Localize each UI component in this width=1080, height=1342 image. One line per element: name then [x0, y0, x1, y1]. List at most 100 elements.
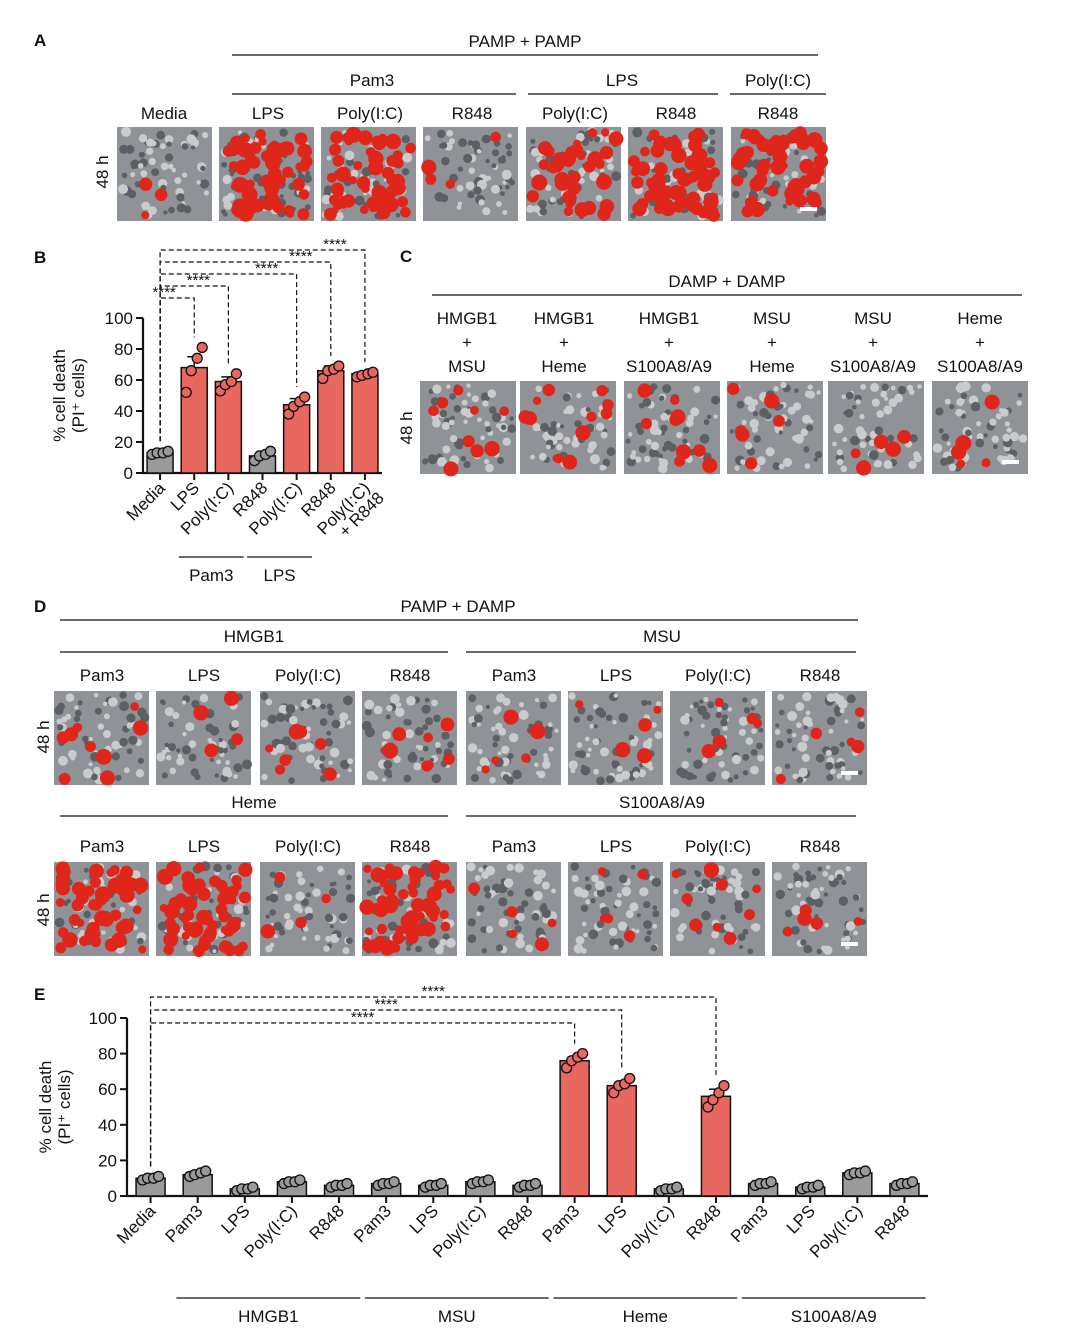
- group-label: LPS: [264, 566, 296, 585]
- panel-c-col6-bottom: S100A8/A9: [937, 357, 1023, 376]
- cell: [663, 440, 673, 450]
- cell: [697, 886, 704, 892]
- dead-cell: [453, 385, 464, 396]
- panel-d-row1-label-5: Pam3: [492, 666, 536, 685]
- dead-cell: [411, 898, 426, 913]
- cell: [186, 134, 197, 145]
- cell: [821, 945, 827, 951]
- dead-cell: [109, 865, 120, 875]
- cell: [171, 167, 177, 173]
- cell: [976, 433, 984, 440]
- cell: [364, 699, 375, 710]
- cell: [729, 429, 734, 434]
- cell: [686, 747, 692, 753]
- cell: [283, 912, 291, 920]
- cell: [535, 385, 542, 393]
- dead-cell: [238, 159, 248, 170]
- cell: [585, 407, 591, 413]
- dead-cell: [174, 893, 188, 906]
- dead-cell: [532, 396, 542, 405]
- dead-cell: [499, 406, 510, 417]
- cell: [556, 198, 564, 206]
- dead-cell: [596, 174, 612, 190]
- cell: [168, 743, 176, 752]
- cell: [161, 749, 167, 755]
- cell: [425, 717, 433, 726]
- dead-cell: [693, 444, 706, 457]
- significance-bracket: [159, 297, 195, 442]
- panel-d-row1-label-7: Poly(I:C): [685, 666, 751, 685]
- cell: [422, 458, 429, 465]
- y-tick-label: 60: [114, 371, 133, 390]
- cell: [970, 401, 981, 412]
- cell: [800, 939, 807, 946]
- cell: [836, 874, 843, 881]
- cell: [740, 138, 746, 144]
- dead-cell: [853, 917, 863, 926]
- dead-cell: [636, 748, 653, 764]
- cell: [650, 441, 660, 451]
- cell: [295, 891, 305, 901]
- panel-c-col5-top: MSU: [854, 309, 892, 328]
- cell: [260, 719, 269, 728]
- cell: [802, 881, 810, 888]
- cell: [441, 421, 450, 431]
- cell: [565, 405, 575, 415]
- cell: [473, 186, 482, 195]
- micrograph-d2-4: [359, 859, 457, 956]
- cell: [722, 725, 728, 731]
- cell: [434, 192, 445, 202]
- dead-cell: [217, 892, 231, 906]
- y-tick-label: 20: [98, 1151, 117, 1170]
- cell: [432, 384, 442, 394]
- cell: [834, 762, 841, 769]
- dead-cell: [767, 185, 779, 197]
- cell: [578, 177, 585, 184]
- dead-cell: [799, 158, 815, 174]
- cell: [573, 943, 584, 954]
- cell: [860, 717, 865, 722]
- cell: [498, 917, 509, 928]
- dead-cell: [188, 921, 204, 938]
- dead-cell: [628, 155, 640, 168]
- cell: [883, 405, 893, 415]
- y-tick-label: 0: [108, 1187, 117, 1206]
- dead-cell: [389, 866, 403, 881]
- dead-cell: [794, 126, 807, 139]
- cell: [780, 381, 787, 389]
- cell: [629, 902, 639, 912]
- cell: [823, 892, 828, 897]
- cell: [505, 143, 512, 150]
- cell: [164, 742, 170, 748]
- dead-cell: [120, 865, 133, 879]
- micrograph-c-3: [624, 381, 721, 474]
- dead-cell: [445, 179, 455, 189]
- cell: [151, 168, 160, 177]
- cell: [635, 929, 640, 934]
- data-point: [765, 1176, 777, 1188]
- cell: [524, 888, 534, 897]
- cell: [727, 707, 733, 712]
- cell: [126, 723, 133, 729]
- dead-cell: [376, 895, 387, 906]
- dead-cell: [138, 945, 147, 954]
- dead-cell: [506, 906, 518, 918]
- dead-cell: [462, 435, 475, 448]
- cell: [168, 721, 174, 728]
- cell: [260, 692, 269, 701]
- dead-cell: [773, 415, 785, 427]
- dead-cell: [297, 143, 312, 159]
- cell: [1002, 433, 1011, 442]
- cell: [909, 389, 915, 395]
- dead-cell: [428, 859, 444, 875]
- cell: [659, 395, 665, 401]
- bar: [180, 366, 208, 474]
- cell: [119, 906, 126, 913]
- cell: [516, 905, 525, 914]
- dead-cell: [258, 137, 267, 146]
- cell: [806, 424, 814, 432]
- dead-cell: [231, 733, 243, 746]
- dead-cell: [111, 932, 127, 948]
- cell: [539, 207, 548, 216]
- cell: [209, 898, 214, 904]
